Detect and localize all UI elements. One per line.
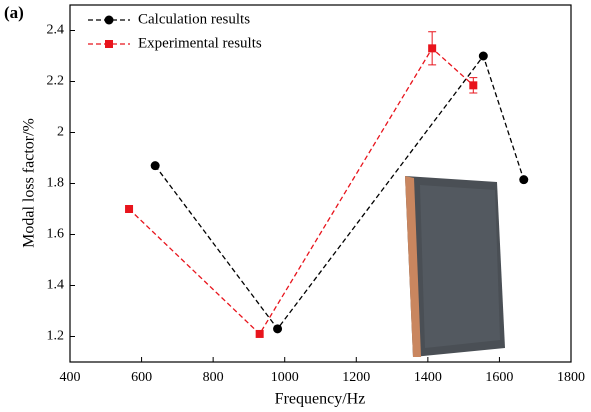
x-tick-label: 1800 <box>557 370 585 385</box>
inset-photo <box>405 176 505 357</box>
data-point <box>255 329 264 338</box>
legend-marker <box>104 15 114 25</box>
y-tick-label: 2.4 <box>47 23 65 38</box>
data-point <box>519 175 529 185</box>
legend-label: Experimental results <box>138 35 262 51</box>
legend-marker <box>105 40 113 48</box>
x-tick-label: 1600 <box>485 370 513 385</box>
x-tick-label: 800 <box>203 370 224 385</box>
y-tick-label: 2 <box>57 125 64 140</box>
y-tick-label: 1.8 <box>47 176 65 191</box>
y-tick-label: 1.4 <box>47 278 65 293</box>
x-axis-title: Frequency/Hz <box>275 391 366 408</box>
y-tick-label: 2.2 <box>47 74 65 89</box>
panel-label: (a) <box>4 3 24 22</box>
y-axis-title: Modal loss factor/% <box>21 118 38 248</box>
x-tick-label: 600 <box>131 370 152 385</box>
x-tick-label: 1200 <box>342 370 370 385</box>
x-tick-label: 400 <box>60 370 81 385</box>
data-point <box>125 205 134 213</box>
y-tick-label: 1.6 <box>47 227 65 242</box>
data-point <box>469 81 478 90</box>
y-tick-label: 1.2 <box>47 329 65 344</box>
data-point <box>150 161 160 171</box>
data-point <box>273 324 283 334</box>
series-line <box>154 54 525 330</box>
x-tick-label: 1400 <box>414 370 442 385</box>
data-point <box>428 44 437 53</box>
x-tick-label: 1000 <box>271 370 299 385</box>
data-point <box>478 51 488 61</box>
legend-label: Calculation results <box>138 11 250 27</box>
series-line <box>128 47 474 335</box>
